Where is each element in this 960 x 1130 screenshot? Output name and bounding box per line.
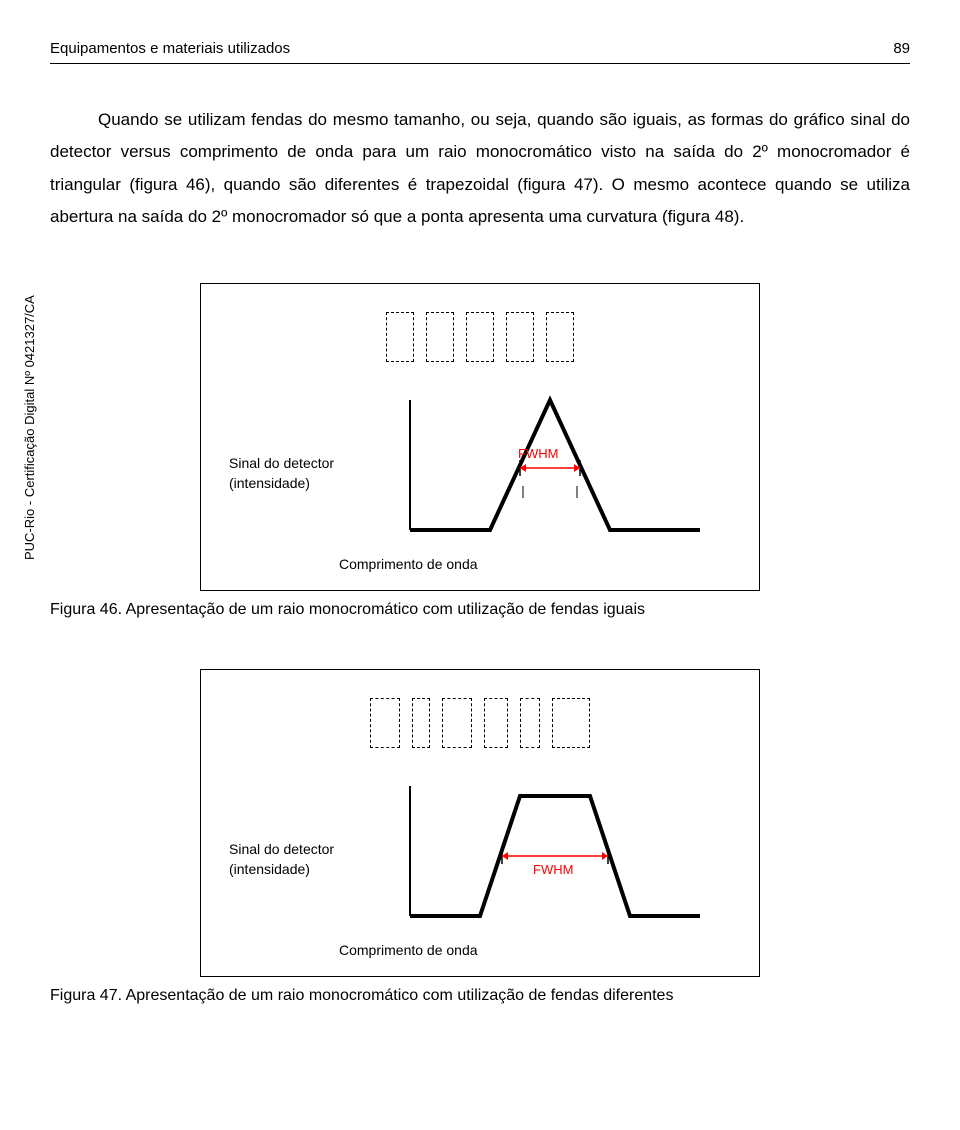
slit-icon bbox=[386, 312, 414, 362]
slit-icon bbox=[442, 698, 472, 748]
y-label-line2: (intensidade) bbox=[229, 475, 310, 491]
figure-46-x-label: Comprimento de onda bbox=[339, 556, 731, 572]
figure-46-box: Sinal do detector (intensidade) FWHM Com… bbox=[200, 283, 760, 591]
figure-47-x-label: Comprimento de onda bbox=[339, 942, 731, 958]
page-header: Equipamentos e materiais utilizados 89 bbox=[50, 40, 910, 57]
slit-icon bbox=[426, 312, 454, 362]
figure-47-y-label: Sinal do detector (intensidade) bbox=[229, 840, 334, 879]
svg-text:FWHM: FWHM bbox=[533, 862, 573, 877]
slit-icon bbox=[466, 312, 494, 362]
y-label-line2: (intensidade) bbox=[229, 861, 310, 877]
figure-46-chart: FWHM bbox=[369, 390, 731, 550]
figure-47-svg: FWHM bbox=[390, 776, 710, 936]
slit-icon bbox=[484, 698, 508, 748]
header-divider bbox=[50, 63, 910, 64]
figure-47-caption: Figura 47. Apresentação de um raio monoc… bbox=[50, 987, 910, 1005]
certification-sidebar: PUC-Rio - Certificação Digital Nº 042132… bbox=[22, 295, 37, 560]
figure-46-y-label: Sinal do detector (intensidade) bbox=[229, 454, 334, 493]
svg-text:FWHM: FWHM bbox=[518, 446, 558, 461]
slit-icon bbox=[506, 312, 534, 362]
page-number: 89 bbox=[893, 40, 910, 57]
figure-46-slits bbox=[229, 312, 731, 362]
body-paragraph: Quando se utilizam fendas do mesmo taman… bbox=[50, 104, 910, 233]
y-label-line1: Sinal do detector bbox=[229, 841, 334, 857]
y-label-line1: Sinal do detector bbox=[229, 455, 334, 471]
slit-icon bbox=[552, 698, 590, 748]
figure-47-box: Sinal do detector (intensidade) FWHM Com… bbox=[200, 669, 760, 977]
figure-47-slits bbox=[229, 698, 731, 748]
figure-46-svg: FWHM bbox=[390, 390, 710, 550]
header-title: Equipamentos e materiais utilizados bbox=[50, 40, 290, 57]
figure-46-caption: Figura 46. Apresentação de um raio monoc… bbox=[50, 601, 910, 619]
slit-icon bbox=[412, 698, 430, 748]
slit-icon bbox=[370, 698, 400, 748]
slit-icon bbox=[520, 698, 540, 748]
slit-icon bbox=[546, 312, 574, 362]
figure-47-chart: FWHM bbox=[369, 776, 731, 936]
